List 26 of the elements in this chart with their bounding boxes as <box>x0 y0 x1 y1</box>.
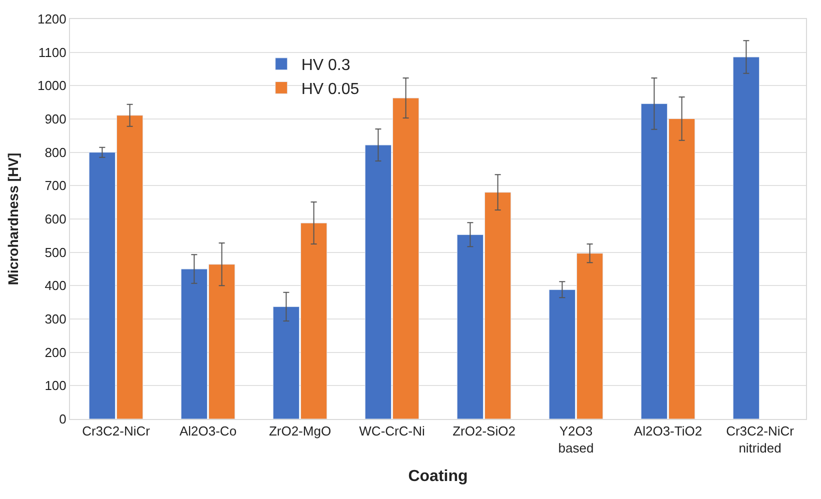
x-tick-label: Cr3C2-NiCr <box>82 424 151 439</box>
x-axis-title: Coating <box>408 468 468 486</box>
x-tick-label: WC-CrC-Ni <box>359 424 425 439</box>
x-tick-label: ZrO2-MgO <box>268 424 332 439</box>
y-tick-label: 900 <box>44 112 66 127</box>
y-axis-title: Microhardness [HV] <box>5 152 22 286</box>
x-tick-label: Al2O3-Co <box>179 424 237 439</box>
legend-label: HV 0.3 <box>301 57 350 74</box>
y-tick-label: 500 <box>44 244 66 260</box>
y-tick-label: 200 <box>44 344 66 360</box>
legend-label: HV 0.05 <box>301 80 360 98</box>
bar <box>732 56 760 419</box>
y-tick-label: 0 <box>59 412 66 427</box>
y-tick-label: 1100 <box>38 44 66 60</box>
y-tick-label: 700 <box>44 178 66 194</box>
x-tick-label: Al2O3-TiO2 <box>634 424 702 439</box>
y-tick-label: 300 <box>44 312 66 327</box>
y-tick-label: 100 <box>44 378 66 394</box>
x-tick-label: Cr3C2-NiCr nitrided <box>726 424 795 456</box>
x-tick-label: ZrO2-SiO2 <box>452 424 516 439</box>
y-tick-label: 400 <box>44 278 66 294</box>
y-tick-label: 1200 <box>37 12 66 27</box>
x-tick-label: Y2O3 based <box>558 424 594 456</box>
y-tick-label: 800 <box>44 144 66 160</box>
y-tick-label: 600 <box>44 212 66 227</box>
y-tick-label: 1000 <box>37 78 66 94</box>
